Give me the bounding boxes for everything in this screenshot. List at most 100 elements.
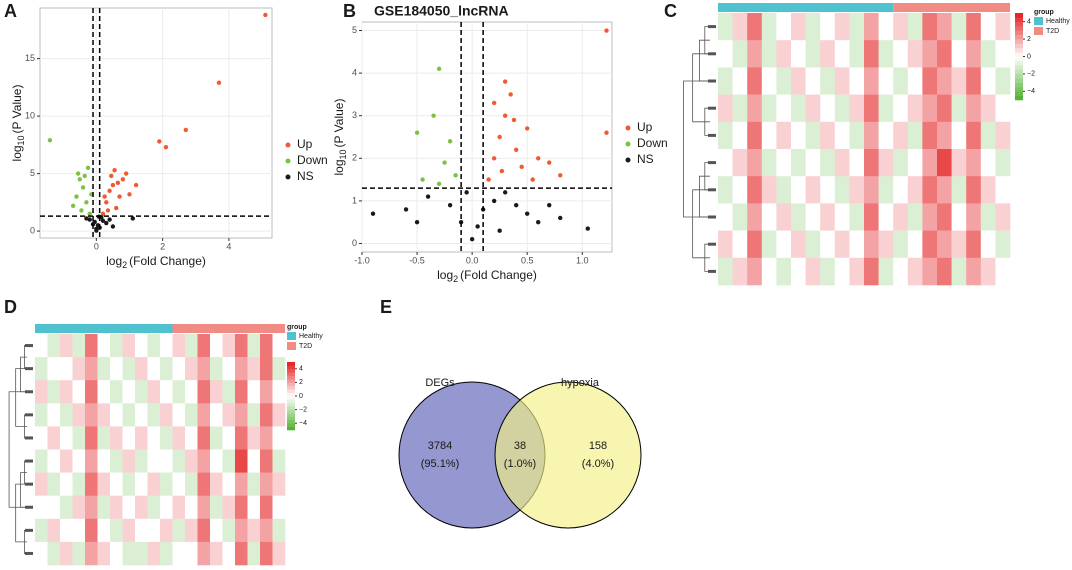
heatmap-cell — [172, 426, 186, 450]
heatmap-cell — [235, 357, 248, 381]
heatmap-cell — [260, 334, 273, 358]
heatmap-cell — [922, 13, 938, 41]
heatmap-cell — [60, 403, 73, 427]
heatmap-cell — [893, 230, 909, 259]
colorbar-label: −2 — [1027, 71, 1035, 78]
point — [114, 205, 119, 211]
heatmap-cell — [791, 13, 806, 41]
heatmap-cell — [834, 121, 850, 150]
point — [127, 192, 132, 197]
heatmap-cell — [791, 40, 806, 68]
heatmap-cell — [893, 176, 909, 204]
point — [403, 207, 409, 212]
colorbar-step — [287, 413, 295, 417]
point — [75, 171, 81, 176]
heatmap-cell — [60, 472, 73, 496]
heatmap-cell — [85, 380, 98, 404]
point — [79, 208, 84, 213]
heatmap-cell — [260, 380, 273, 404]
legend-swatch — [285, 174, 291, 180]
heatmap-cell — [222, 380, 236, 404]
heatmap-cell — [776, 121, 792, 150]
heatmap-cell — [222, 334, 236, 358]
axis-label: log2 (Fold Change) — [437, 268, 537, 284]
heatmap-cell — [995, 94, 1011, 123]
heatmap-cell — [864, 257, 879, 286]
heatmap-cell — [197, 426, 211, 450]
heatmap-cell — [72, 472, 86, 496]
heatmap-cell — [907, 40, 923, 68]
heatmap-cell — [85, 518, 98, 543]
legend-label: NS — [637, 152, 654, 166]
heatmap-cell — [893, 257, 909, 286]
heatmap-cell — [747, 40, 763, 68]
legend-swatch — [1034, 17, 1043, 25]
heatmap-cell — [718, 13, 733, 41]
heatmap-cell — [97, 357, 111, 381]
x-tick-label: -1.0 — [354, 255, 370, 265]
point — [475, 224, 480, 229]
heatmap-cell — [85, 426, 98, 450]
heatmap-cell — [776, 257, 792, 286]
heatmap-cell — [160, 357, 173, 381]
heatmap-cell — [980, 230, 996, 259]
y-tick-label: 0 — [30, 225, 35, 235]
axis-label-part: (Fold Change) — [129, 254, 206, 268]
point — [263, 12, 268, 18]
heatmap-cell — [97, 449, 111, 473]
heatmap-cell — [185, 403, 198, 427]
heatmap-cell — [160, 334, 173, 358]
heatmap-cell — [35, 426, 48, 450]
legend-swatch — [285, 158, 291, 164]
dendrogram — [692, 189, 710, 259]
heatmap-cell — [147, 449, 161, 473]
axis-label-sub: 10 — [16, 135, 26, 145]
heatmap-cell — [272, 380, 286, 404]
heatmap-cell — [849, 121, 865, 150]
heatmap-cell — [272, 472, 286, 496]
heatmap-cell — [732, 176, 748, 204]
heatmap-cell — [761, 257, 777, 286]
heatmap-cell — [72, 518, 86, 543]
dendrogram — [20, 356, 27, 393]
heatmap-cell — [85, 334, 98, 358]
colorbar-step — [287, 372, 295, 376]
heatmap-cell — [951, 149, 967, 177]
heatmap-cell — [35, 541, 48, 566]
axis-label-part: (P Value) — [332, 99, 346, 148]
heatmap-cell — [761, 40, 777, 68]
colorbar-step — [1015, 65, 1023, 70]
point — [163, 144, 169, 150]
point — [530, 177, 535, 182]
heatmap-cell — [97, 518, 111, 543]
heatmap-cell — [849, 67, 865, 95]
heatmap-cell — [907, 13, 923, 41]
heatmap-cell — [776, 149, 792, 177]
heatmap-cell — [776, 176, 792, 204]
point — [536, 156, 541, 161]
y-tick-label: 3 — [352, 110, 357, 120]
heatmap-cell — [747, 203, 763, 231]
heatmap-cell — [35, 472, 48, 496]
heatmap-cell — [197, 334, 211, 358]
heatmap-cell — [761, 203, 777, 231]
heatmap-cell — [60, 426, 73, 450]
heatmap-cell — [907, 257, 923, 286]
point — [453, 173, 458, 178]
heatmap-cell — [937, 13, 952, 41]
heatmap-cell — [110, 426, 123, 450]
heatmap-cell — [247, 426, 261, 450]
heatmap-cell — [718, 149, 733, 177]
heatmap-cell — [878, 94, 894, 123]
heatmap-cell — [805, 13, 821, 41]
heatmap-cell — [893, 40, 909, 68]
heatmap-cell — [235, 426, 248, 450]
heatmap-cell — [878, 257, 894, 286]
colorbar-step — [287, 382, 295, 387]
heatmap-cell — [747, 67, 763, 95]
point — [94, 228, 99, 233]
axis-label-part: log — [10, 145, 24, 161]
heatmap-cell — [172, 518, 186, 543]
heatmap-cell — [747, 230, 763, 259]
point — [558, 173, 563, 178]
